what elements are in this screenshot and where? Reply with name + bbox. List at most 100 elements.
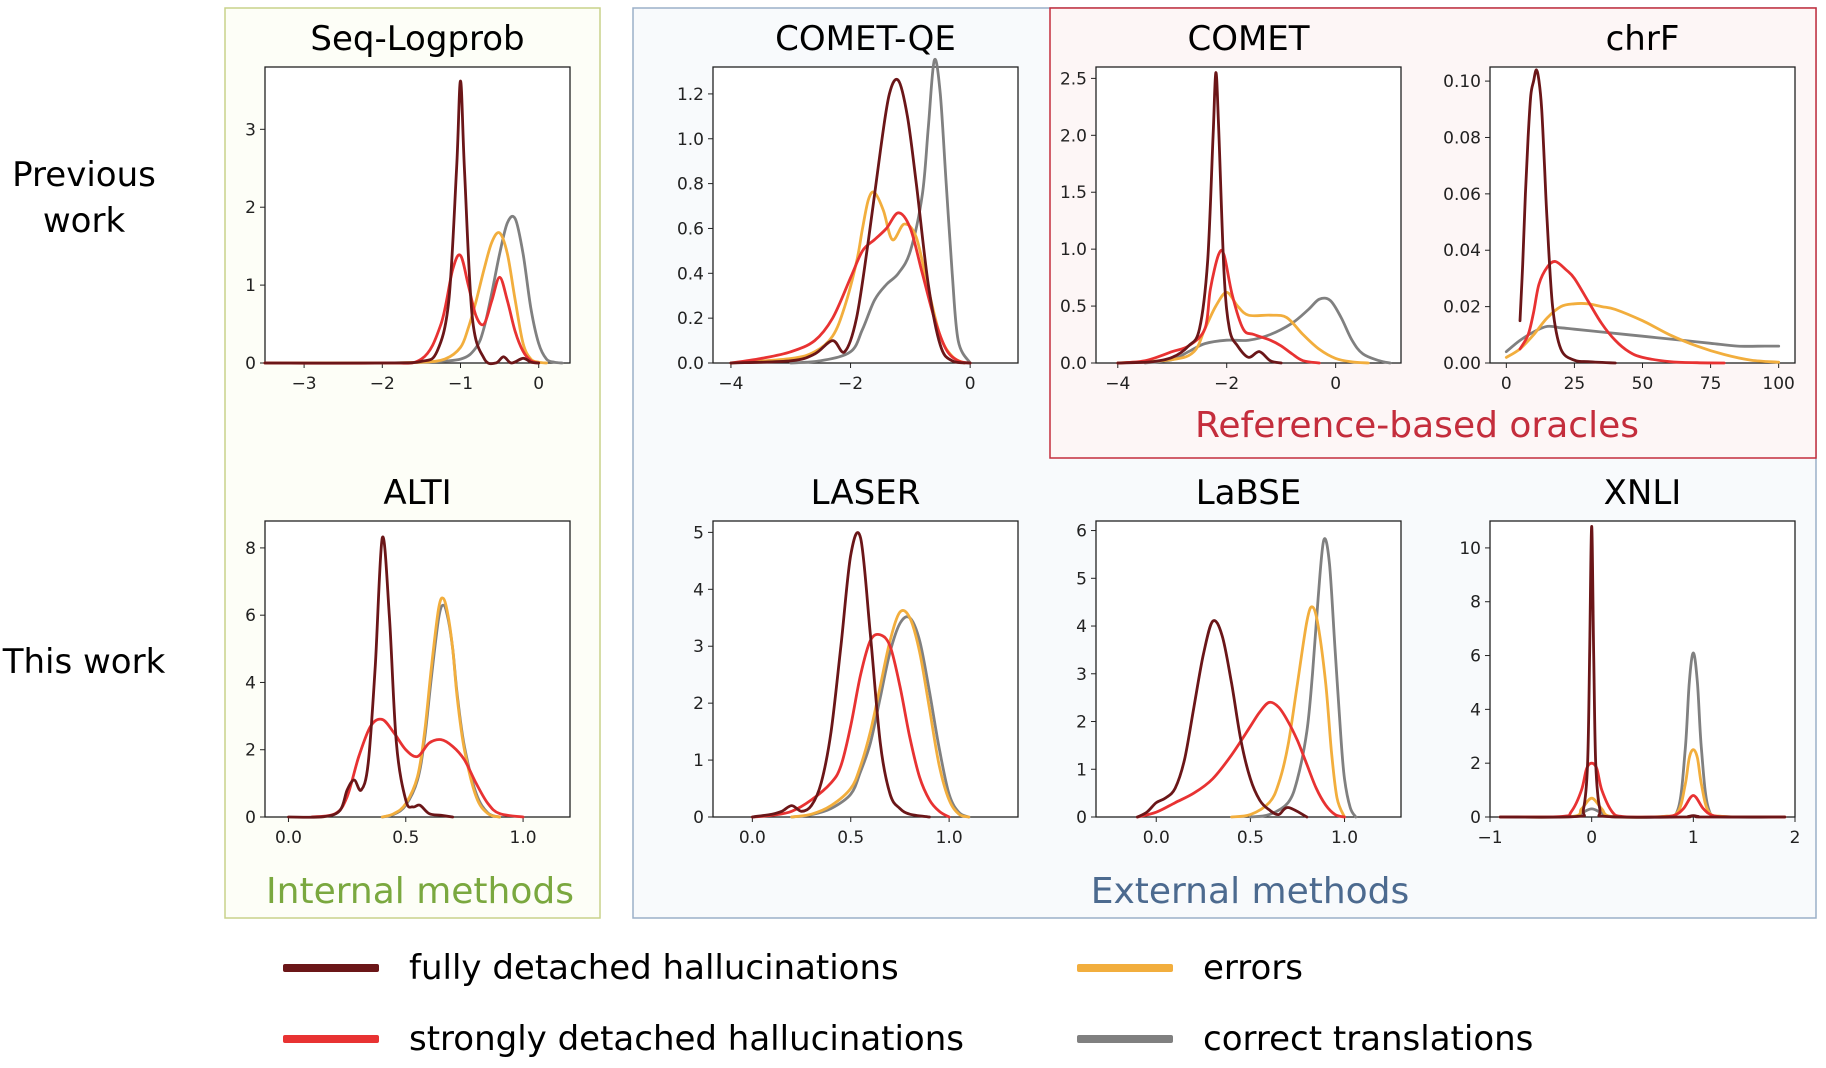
x-tick-label: −1 [448,374,473,394]
chart-comet: COMET −4 −2 0 0.0 0.5 1.0 1.5 2.0 2.5 [1060,19,1402,394]
chart-laser: LASER 0.0 0.5 1.0 0 1 2 3 4 5 [693,473,1019,848]
y-tick-label: 0.00 [1443,354,1481,374]
series-line-fully [751,531,931,819]
series-line-strongly [263,253,541,365]
y-tick-label: 0.10 [1443,72,1481,92]
y-tick-label: 0.6 [677,219,704,239]
series-line-strongly [1116,248,1321,365]
series-line-fully [1518,68,1617,365]
y-tick-label: 2 [1470,754,1481,774]
x-tick-label: 2 [1790,828,1801,848]
oracles-label: Reference-based oracles [1195,405,1639,446]
y-tick-label: 6 [1470,647,1481,667]
legend-label-strongly: strongly detached hallucinations [409,1019,964,1059]
legend-label-fully: fully detached hallucinations [409,948,899,988]
series-line-errors [380,596,501,819]
y-tick-label: 2 [245,198,256,218]
y-tick-label: 0.0 [1060,354,1087,374]
legend-item-correct: correct translations [1077,1019,1533,1059]
series-line-correct [790,615,971,819]
plot-area [1489,520,1796,818]
row-label-this: This work [2,642,166,682]
y-tick-label: 8 [1470,593,1481,613]
y-tick-label: 1.0 [1060,240,1087,260]
y-tick-label: 0.2 [677,309,704,329]
x-tick-label: 100 [1762,374,1794,394]
series-line-strongly [1518,260,1726,365]
series-line-fully [729,77,972,365]
y-tick-label: 0.06 [1443,185,1481,205]
x-tick-label: 1.0 [936,828,963,848]
series-line-errors [790,609,971,819]
y-tick-label: 1 [693,751,704,771]
y-tick-label: 0.8 [677,175,704,195]
x-tick-label: 0.5 [1237,828,1264,848]
x-tick-label: 75 [1700,374,1722,394]
chart-title: XNLI [1604,473,1682,513]
chart-chrf: chrF 0 25 50 75 100 0.00 0.02 0.04 0.06 0.08 0.10 [1443,19,1796,394]
legend-item-strongly: strongly detached hallucinations [283,1019,964,1059]
x-tick-label: 0.5 [837,828,864,848]
x-tick-label: 0 [1330,374,1341,394]
internal-methods-label: Internal methods [266,871,574,912]
chart-title: COMET [1187,19,1309,59]
chart-alti: ALTI 0.0 0.5 1.0 0 2 4 6 8 [245,473,571,848]
y-tick-label: 4 [693,580,704,600]
series-line-errors [1504,302,1781,364]
x-tick-label: −2 [838,374,863,394]
y-tick-label: 3 [245,120,256,140]
y-tick-label: 0.0 [677,354,704,374]
x-tick-label: 0 [1586,828,1597,848]
x-tick-label: 0.0 [275,828,302,848]
chart-title: ALTI [383,473,451,513]
external-methods-label: External methods [1091,871,1410,912]
x-tick-label: −1 [1477,828,1502,848]
x-tick-label: 0 [965,374,976,394]
y-tick-label: 0 [245,808,256,828]
x-tick-label: 0.0 [1143,828,1170,848]
series-line-correct [1498,651,1787,819]
y-tick-label: 0.08 [1443,128,1481,148]
legend-swatch-errors [1077,964,1173,972]
y-tick-label: 3 [693,637,704,657]
chart-comet-qe: COMET-QE −4 −2 0 0.0 0.2 0.4 0.6 0.8 1.0 1.2 [677,19,1019,394]
x-tick-label: 50 [1632,374,1654,394]
series-line-fully [1136,619,1309,819]
series-line-fully [1498,525,1787,819]
x-tick-label: 0 [1501,374,1512,394]
y-tick-label: 1.2 [677,85,704,105]
chart-title: chrF [1606,19,1680,59]
legend-item-fully: fully detached hallucinations [283,948,899,988]
series-line-strongly [1136,700,1346,819]
y-tick-label: 1.0 [677,130,704,150]
series-line-strongly [1498,761,1787,819]
x-tick-label: −4 [718,374,743,394]
series-line-strongly [729,211,972,365]
x-tick-label: 1 [1688,828,1699,848]
series-line-fully [1116,71,1283,365]
x-tick-label: −2 [1214,374,1239,394]
y-tick-label: 4 [245,673,256,693]
row-label-previous: Previous work [12,155,156,241]
y-tick-label: 0.4 [677,264,704,284]
chart-title: COMET-QE [775,19,956,59]
y-tick-label: 1 [245,276,256,296]
chart-labse: LaBSE 0.0 0.5 1.0 0 1 2 3 4 5 6 [1076,473,1402,848]
series-line-errors [1230,605,1346,819]
y-tick-label: 0 [245,354,256,374]
y-tick-label: 2 [693,694,704,714]
y-tick-label: 5 [693,523,704,543]
series-line-strongly [310,717,525,819]
x-tick-label: 25 [1564,374,1586,394]
x-tick-label: −4 [1105,374,1130,394]
legend-label-errors: errors [1203,948,1304,988]
plot-area [264,66,571,364]
y-tick-label: 0.5 [1060,297,1087,317]
x-tick-label: 1.0 [510,828,537,848]
x-tick-label: −2 [370,374,395,394]
x-tick-label: 1.0 [1331,828,1358,848]
series-line-correct [789,57,972,365]
series-line-fully [263,79,541,366]
